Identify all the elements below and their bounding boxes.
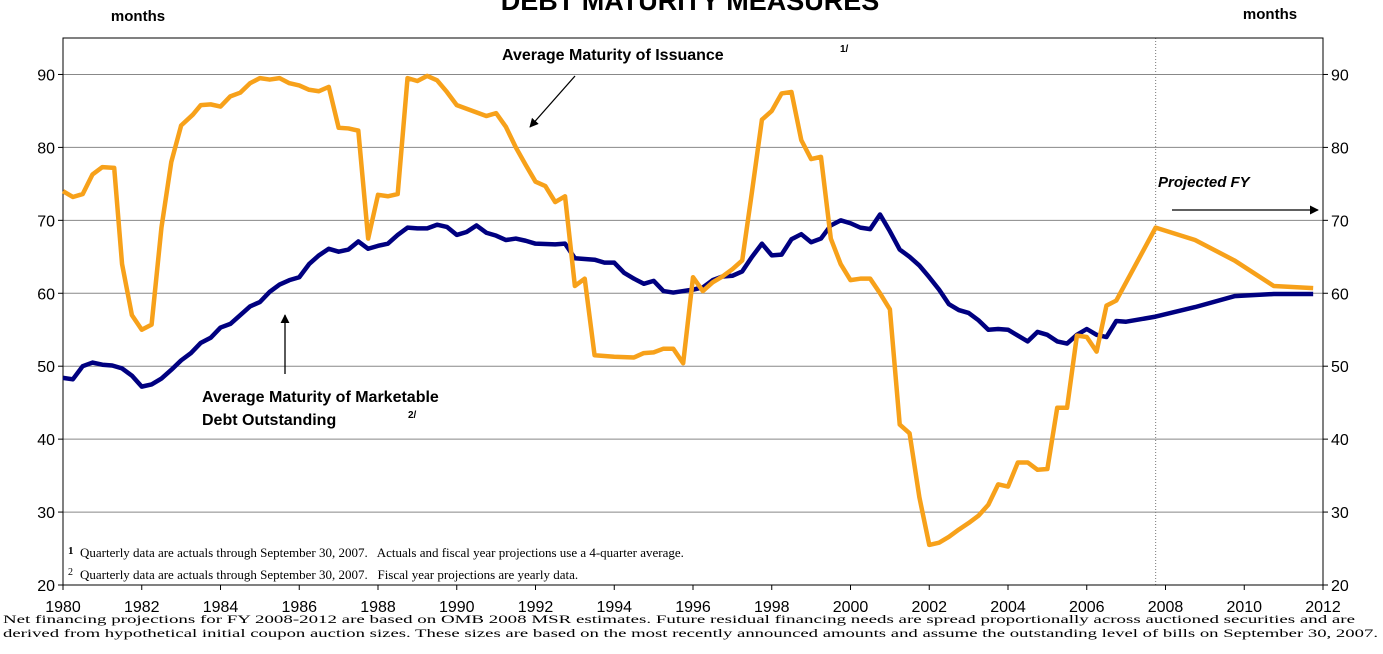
y2-tick-label: 60: [1331, 286, 1349, 303]
x-tick-label: 1986: [281, 599, 317, 616]
y2-tick-label: 30: [1331, 505, 1349, 522]
x-tick-label: 1998: [754, 599, 790, 616]
x-tick-label: 1988: [360, 599, 396, 616]
x-tick-label: 2010: [1226, 599, 1262, 616]
y-tick-label: 50: [37, 359, 55, 376]
x-tick-label: 1984: [203, 599, 239, 616]
grid: [58, 38, 1328, 590]
y-tick-label: 30: [37, 505, 55, 522]
chart-title: DEBT MATURITY MEASURES: [501, 0, 880, 16]
y2-tick-label: 80: [1331, 140, 1349, 157]
annotation: Debt Outstanding: [202, 412, 336, 429]
y2-tick-label: 20: [1331, 578, 1349, 595]
x-tick-label: 2002: [911, 599, 947, 616]
arrow: [529, 75, 576, 128]
annotation: Average Maturity of Marketable: [202, 389, 439, 406]
x-tick-label: 2008: [1148, 599, 1184, 616]
y-tick-label: 20: [37, 578, 55, 595]
annotation-note: 2/: [408, 410, 417, 421]
y2-tick-label: 50: [1331, 359, 1349, 376]
y2-axis-label: months: [1243, 6, 1297, 23]
x-tick-label: 1990: [439, 599, 475, 616]
footnote-mark: 2: [68, 567, 73, 578]
y-tick-label: 80: [37, 140, 55, 157]
x-tick-label: 1992: [518, 599, 554, 616]
series: [61, 73, 1314, 548]
y-axis-label: months: [111, 8, 165, 25]
annotation: Average Maturity of Issuance: [502, 47, 724, 64]
series-line: [61, 73, 1314, 548]
x-tick-label: 1994: [596, 599, 632, 616]
y-tick-label: 90: [37, 67, 55, 84]
x-tick-label: 2006: [1069, 599, 1105, 616]
note: Net financing projections for FY 2008-20…: [3, 614, 1355, 626]
footnote: Quarterly data are actuals through Septe…: [80, 567, 578, 582]
x-tick-label: 2012: [1305, 599, 1341, 616]
annotation: Projected FY: [1158, 174, 1252, 191]
x-tick-label: 2000: [833, 599, 869, 616]
footnote-mark: 1: [68, 545, 74, 557]
y2-tick-label: 70: [1331, 213, 1349, 230]
footnote: Quarterly data are actuals through Septe…: [80, 545, 684, 560]
y-tick-label: 40: [37, 432, 55, 449]
y-tick-label: 70: [37, 213, 55, 230]
x-tick-label: 1996: [675, 599, 711, 616]
plot-frame: [62, 37, 1324, 586]
x-tick-label: 2004: [990, 599, 1026, 616]
series-line: [62, 212, 1314, 389]
y2-tick-label: 40: [1331, 432, 1349, 449]
note: derived from hypothetical initial coupon…: [3, 628, 1378, 640]
y-tick-label: 60: [37, 286, 55, 303]
y2-tick-label: 90: [1331, 67, 1349, 84]
annotation-note: 1/: [840, 44, 849, 55]
x-tick-label: 1980: [45, 599, 81, 616]
x-tick-label: 1982: [124, 599, 160, 616]
